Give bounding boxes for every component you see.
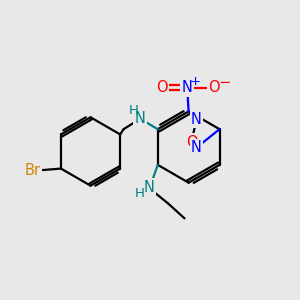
Text: N: N	[143, 180, 154, 195]
Text: Br: Br	[25, 163, 41, 178]
Text: O: O	[208, 80, 220, 95]
Text: O: O	[186, 135, 197, 150]
Text: H: H	[135, 187, 145, 200]
Text: +: +	[190, 75, 201, 88]
Text: H: H	[128, 104, 138, 117]
Text: N: N	[191, 140, 202, 155]
Text: N: N	[134, 111, 146, 126]
Text: N: N	[182, 80, 193, 95]
Text: −: −	[219, 75, 231, 90]
Text: O: O	[156, 80, 168, 95]
Text: N: N	[191, 112, 202, 127]
